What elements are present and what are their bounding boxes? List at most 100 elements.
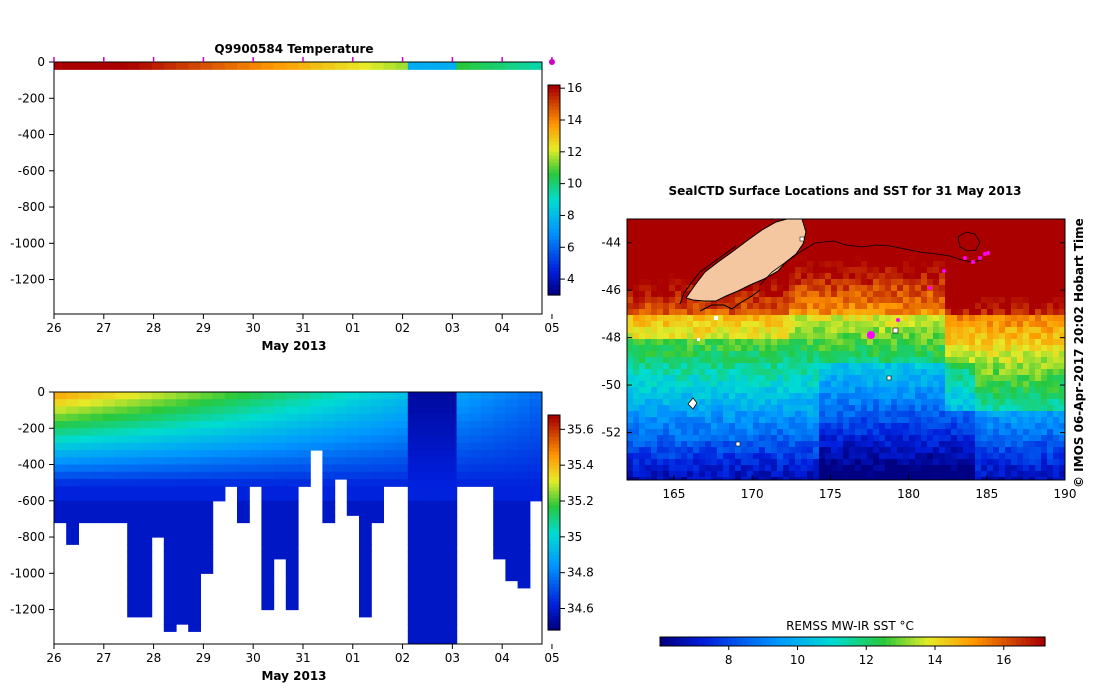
section-cell bbox=[103, 40, 116, 48]
sst-cell bbox=[855, 435, 862, 442]
sst-cell bbox=[1011, 399, 1018, 406]
sst-cell bbox=[1011, 321, 1018, 328]
sst-cell bbox=[879, 363, 886, 370]
sst-cell bbox=[831, 381, 838, 388]
section-cell bbox=[407, 500, 421, 509]
sst-cell bbox=[891, 381, 898, 388]
sst-cell bbox=[1017, 345, 1024, 352]
sst-cell bbox=[921, 309, 928, 316]
sst-cell bbox=[795, 459, 802, 466]
sst-cell bbox=[939, 237, 946, 244]
sst-cell bbox=[909, 261, 916, 268]
section-cell bbox=[444, 544, 458, 553]
section-cell bbox=[432, 616, 445, 625]
section-cell bbox=[188, 609, 201, 618]
section-cell bbox=[139, 399, 153, 408]
section-cell bbox=[115, 508, 128, 516]
sst-cell bbox=[1029, 261, 1036, 268]
section-cell bbox=[346, 457, 360, 466]
sst-cell bbox=[657, 459, 664, 466]
sst-cell bbox=[969, 267, 976, 274]
sst-cell bbox=[837, 447, 844, 454]
section-cell bbox=[359, 421, 372, 429]
sst-cell bbox=[681, 387, 688, 394]
sst-cell bbox=[735, 363, 742, 370]
colorbar-cell bbox=[548, 235, 560, 240]
section-cell bbox=[359, 457, 372, 466]
section-cell bbox=[213, 11, 226, 19]
sst-cell bbox=[897, 345, 904, 352]
sst-cell bbox=[639, 387, 646, 394]
sst-cell bbox=[897, 459, 904, 466]
sst-cell bbox=[675, 255, 682, 262]
sst-cell bbox=[687, 243, 694, 250]
sst-cell bbox=[753, 333, 760, 340]
section-cell bbox=[176, 40, 189, 48]
sst-cell bbox=[651, 273, 658, 280]
colorbar-cell bbox=[548, 113, 560, 118]
sst-cell bbox=[717, 453, 724, 460]
sst-cell bbox=[951, 393, 958, 400]
section-cell bbox=[176, 413, 189, 422]
sst-cell bbox=[1047, 405, 1054, 412]
sst-cell bbox=[765, 423, 772, 430]
section-cell bbox=[518, 26, 531, 34]
sst-cell bbox=[633, 237, 640, 244]
section-cell bbox=[115, 48, 128, 56]
sst-cell bbox=[1059, 375, 1065, 382]
sst-cell bbox=[669, 327, 676, 334]
sst-cell bbox=[921, 459, 928, 466]
sst-cell bbox=[723, 453, 730, 460]
sst-cell bbox=[927, 411, 934, 418]
section-cell bbox=[359, 479, 372, 487]
sst-cell bbox=[807, 267, 814, 274]
sst-cell bbox=[981, 267, 988, 274]
section-cell bbox=[298, 4, 311, 12]
sst-cell bbox=[951, 291, 958, 298]
sst-cell bbox=[975, 297, 982, 304]
sst-cell bbox=[645, 429, 652, 436]
sst-cell bbox=[1005, 375, 1012, 382]
sst-cell bbox=[1053, 447, 1060, 454]
sst-cell bbox=[921, 291, 928, 298]
sst-cell bbox=[867, 225, 874, 232]
section-cell bbox=[359, 450, 372, 458]
sst-cell bbox=[927, 351, 934, 358]
sst-cell bbox=[1035, 375, 1042, 382]
sst-cell bbox=[1029, 357, 1036, 364]
sst-cell bbox=[1059, 225, 1065, 232]
sst-cell bbox=[957, 297, 964, 304]
sst-cell bbox=[693, 405, 700, 412]
sst-cell bbox=[837, 399, 844, 406]
sst-cell bbox=[963, 357, 970, 364]
sst-cell bbox=[873, 255, 880, 262]
section-cell bbox=[176, 493, 189, 502]
section-cell bbox=[127, 609, 140, 618]
sst-cell bbox=[711, 375, 718, 382]
sst-cell bbox=[831, 399, 838, 406]
sst-cell bbox=[981, 435, 988, 442]
sst-cell bbox=[933, 429, 940, 436]
section-cell bbox=[468, 406, 482, 415]
sst-cell bbox=[813, 273, 820, 280]
section-cell bbox=[54, 392, 67, 400]
sst-cell bbox=[939, 243, 946, 250]
section-cell bbox=[469, 33, 482, 41]
sst-cell bbox=[951, 369, 958, 376]
section-cell bbox=[102, 471, 116, 480]
sst-cell bbox=[687, 423, 694, 430]
sst-cell bbox=[855, 261, 862, 268]
sst-cell bbox=[681, 465, 688, 472]
section-cell bbox=[468, 62, 482, 63]
section-cell bbox=[139, 428, 153, 437]
sst-cell bbox=[813, 345, 820, 352]
sst-cell bbox=[741, 309, 748, 316]
colorbar-cell bbox=[548, 465, 560, 470]
sst-cell bbox=[687, 249, 694, 256]
sst-cell bbox=[897, 411, 904, 418]
sst-cell bbox=[819, 399, 826, 406]
section-cell bbox=[188, 48, 201, 56]
sst-cell bbox=[657, 249, 664, 256]
sst-cell bbox=[861, 363, 868, 370]
colorbar-cell bbox=[548, 486, 560, 491]
